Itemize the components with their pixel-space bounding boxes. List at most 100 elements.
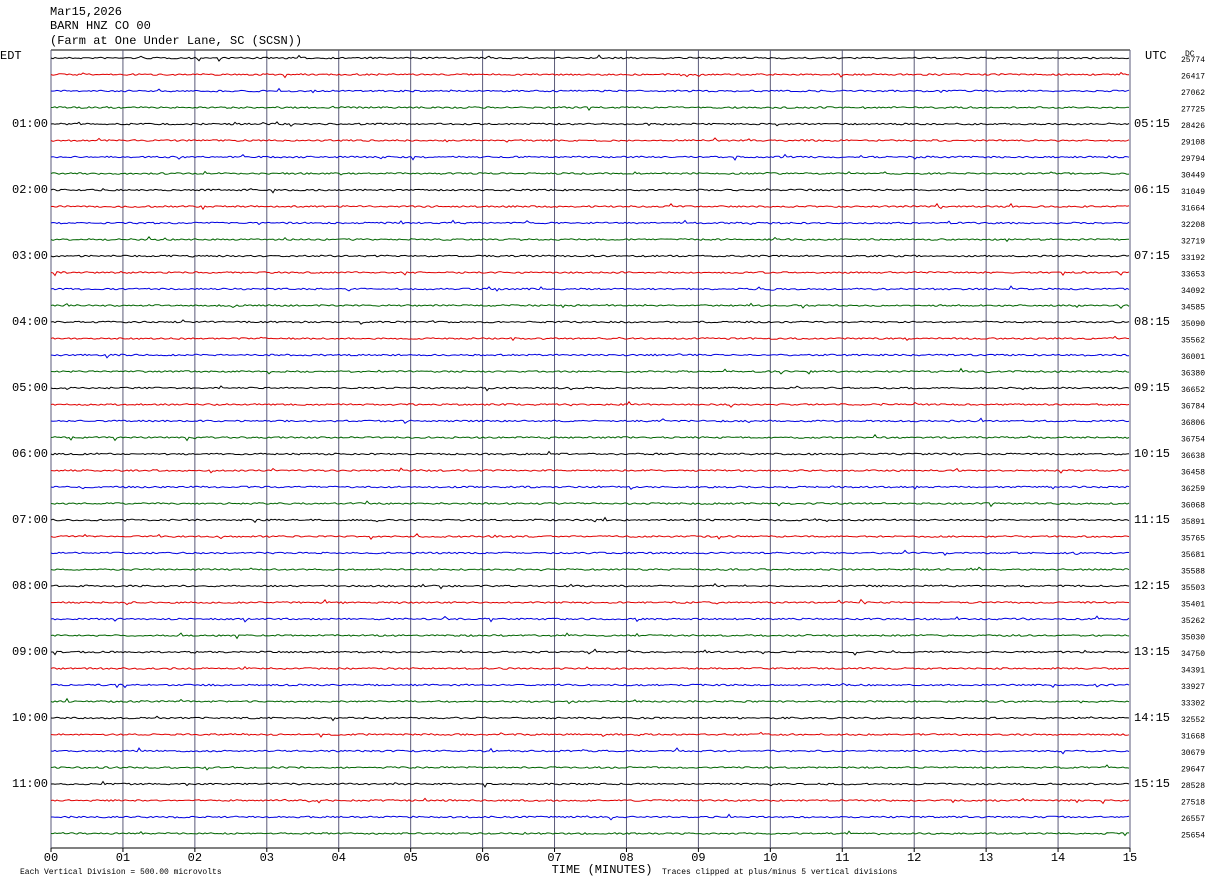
- dc-header: DC: [1185, 50, 1195, 59]
- dc-label: 25654: [1181, 832, 1205, 841]
- trace: [50, 285, 1130, 292]
- dc-label: 25774: [1181, 56, 1205, 65]
- dc-label: 31668: [1181, 733, 1205, 742]
- dc-label: 27518: [1181, 799, 1205, 808]
- trace: [50, 385, 1130, 392]
- utc-label: 11:15: [1134, 513, 1170, 527]
- dc-label: 35891: [1181, 518, 1205, 527]
- x-tick-label: 06: [475, 851, 489, 865]
- trace: [50, 153, 1130, 161]
- trace: [50, 533, 1130, 541]
- trace: [50, 235, 1130, 243]
- x-tick-label: 08: [619, 851, 633, 865]
- x-axis-title: TIME (MINUTES): [552, 863, 653, 877]
- x-tick-label: 11: [835, 851, 849, 865]
- dc-label: 36754: [1181, 436, 1205, 445]
- x-tick-label: 01: [116, 851, 130, 865]
- x-tick-label: 02: [188, 851, 202, 865]
- date: Mar15,2026: [50, 5, 122, 19]
- trace: [50, 170, 1130, 176]
- dc-label: 34585: [1181, 304, 1205, 313]
- dc-label: 36068: [1181, 502, 1205, 511]
- trace: [50, 367, 1130, 375]
- utc-label: 07:15: [1134, 249, 1170, 263]
- location: (Farm at One Under Lane, SC (SCSN)): [50, 34, 302, 48]
- dc-label: 36652: [1181, 386, 1205, 395]
- trace: [50, 219, 1130, 226]
- utc-label: 13:15: [1134, 645, 1170, 659]
- dc-label: 36259: [1181, 485, 1205, 494]
- utc-label: 05:15: [1134, 117, 1170, 131]
- trace: [50, 665, 1130, 670]
- right-header: UTC: [1145, 49, 1167, 63]
- trace: [50, 467, 1130, 474]
- trace: [50, 549, 1130, 556]
- left-header: EDT: [0, 49, 22, 63]
- dc-label: 27725: [1181, 106, 1205, 115]
- dc-label: 33192: [1181, 254, 1205, 263]
- dc-label: 33653: [1181, 271, 1205, 280]
- edt-label: 11:00: [12, 777, 48, 791]
- dc-label: 36380: [1181, 370, 1205, 379]
- dc-label: 28426: [1181, 122, 1205, 131]
- utc-label: 12:15: [1134, 579, 1170, 593]
- x-tick-label: 04: [332, 851, 346, 865]
- dc-label: 36458: [1181, 469, 1205, 478]
- dc-label: 30679: [1181, 749, 1205, 758]
- dc-label: 34750: [1181, 650, 1205, 659]
- trace: [50, 121, 1130, 127]
- dc-label: 26557: [1181, 815, 1205, 824]
- edt-label: 10:00: [12, 711, 48, 725]
- dc-label: 26417: [1181, 73, 1205, 82]
- edt-label: 09:00: [12, 645, 48, 659]
- trace: [50, 71, 1129, 79]
- edt-label: 05:00: [12, 381, 48, 395]
- dc-label: 30449: [1181, 172, 1205, 181]
- dc-label: 35090: [1181, 320, 1205, 329]
- x-tick-label: 09: [691, 851, 705, 865]
- dc-label: 33927: [1181, 683, 1205, 692]
- edt-label: 02:00: [12, 183, 48, 197]
- trace: [50, 302, 1130, 309]
- x-tick-label: 07: [547, 851, 561, 865]
- dc-label: 28528: [1181, 782, 1205, 791]
- x-tick-label: 03: [260, 851, 274, 865]
- scale-note: Each Vertical Division = 500.00 microvol…: [20, 868, 222, 877]
- trace: [50, 319, 1130, 325]
- edt-label: 06:00: [12, 447, 48, 461]
- trace: [50, 780, 1130, 788]
- dc-label: 32208: [1181, 221, 1205, 230]
- dc-label: 34391: [1181, 667, 1205, 676]
- trace: [50, 632, 1130, 640]
- utc-label: 09:15: [1134, 381, 1170, 395]
- trace: [50, 715, 1130, 722]
- trace: [50, 485, 1130, 491]
- edt-label: 04:00: [12, 315, 48, 329]
- dc-label: 35401: [1181, 601, 1205, 610]
- trace: [50, 566, 1130, 572]
- dc-label: 29794: [1181, 155, 1205, 164]
- trace: [50, 582, 1130, 590]
- dc-label: 29108: [1181, 139, 1205, 148]
- trace: [50, 400, 1130, 408]
- trace: [50, 697, 1130, 705]
- dc-label: 29647: [1181, 766, 1205, 775]
- trace: [50, 615, 1130, 623]
- trace: [50, 516, 1130, 524]
- trace: [50, 433, 1130, 442]
- dc-label: 35681: [1181, 551, 1205, 560]
- utc-label: 14:15: [1134, 711, 1170, 725]
- dc-label: 34092: [1181, 287, 1205, 296]
- dc-label: 36806: [1181, 419, 1205, 428]
- dc-label: 31049: [1181, 188, 1205, 197]
- trace: [50, 450, 1130, 456]
- trace: [50, 731, 1130, 738]
- edt-label: 07:00: [12, 513, 48, 527]
- edt-label: 08:00: [12, 579, 48, 593]
- trace: [51, 648, 1130, 656]
- trace: [50, 105, 1130, 111]
- x-tick-label: 10: [763, 851, 777, 865]
- dc-label: 35765: [1181, 535, 1205, 544]
- dc-label: 35588: [1181, 568, 1205, 577]
